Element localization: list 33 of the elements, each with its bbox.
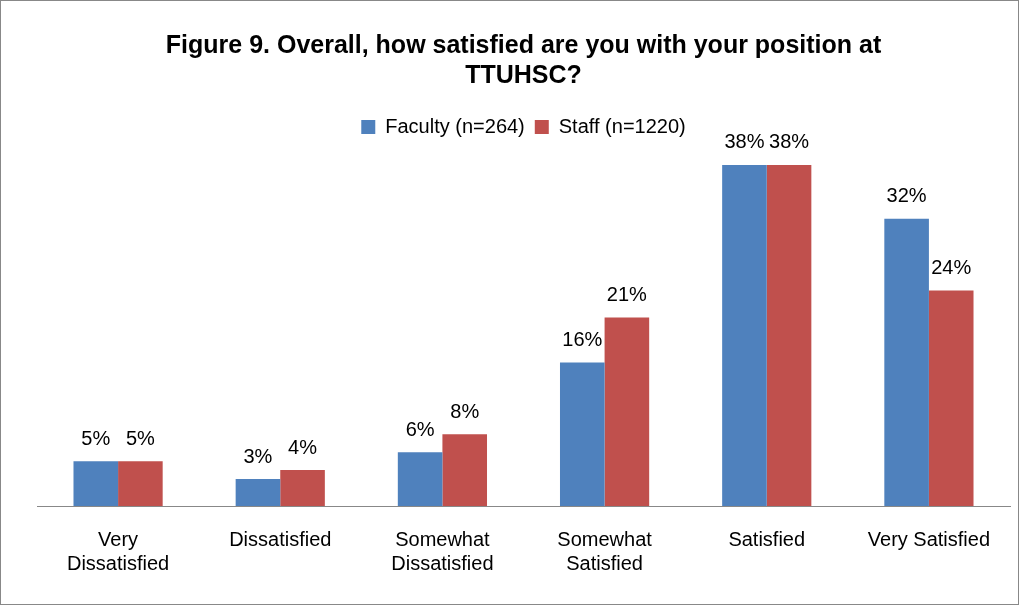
data-label: 6% [405, 417, 435, 440]
data-label: 3% [243, 444, 273, 467]
bar [722, 164, 767, 506]
bar [884, 218, 929, 506]
legend-label: Faculty (n=264) [385, 114, 525, 137]
bar [604, 317, 650, 506]
bar [118, 461, 163, 506]
x-tick-label: Dissatisfied [229, 527, 332, 550]
data-label: 21% [606, 283, 648, 306]
chart-title: Figure 9. Overall, how satisfied are you with your position at TTUHSC? [165, 29, 882, 88]
bar [397, 452, 443, 506]
x-tick-label: Somewhat Satisfied [557, 527, 653, 574]
data-label: 16% [562, 327, 603, 350]
data-label: 24% [931, 256, 972, 279]
bar [766, 164, 812, 506]
data-label: 38% [724, 130, 765, 153]
bar [928, 290, 974, 506]
bar [559, 362, 605, 506]
data-label: 5% [125, 426, 156, 449]
bar [442, 434, 488, 506]
data-label: 8% [450, 399, 480, 422]
data-label: 5% [81, 426, 111, 449]
x-tick-label: Satisfied [728, 527, 806, 550]
x-tick-label: Somewhat Dissatisfied [391, 527, 494, 574]
data-label: 32% [886, 184, 927, 207]
data-label: 4% [288, 435, 318, 458]
x-tick-label: Very Satisfied [867, 527, 991, 550]
bar [73, 461, 119, 506]
bar [235, 479, 281, 506]
data-label: 38% [769, 130, 810, 153]
x-tick-label: Very Dissatisfied [66, 527, 170, 574]
legend-label: Staff (n=1220) [558, 114, 686, 137]
bar [280, 470, 325, 506]
